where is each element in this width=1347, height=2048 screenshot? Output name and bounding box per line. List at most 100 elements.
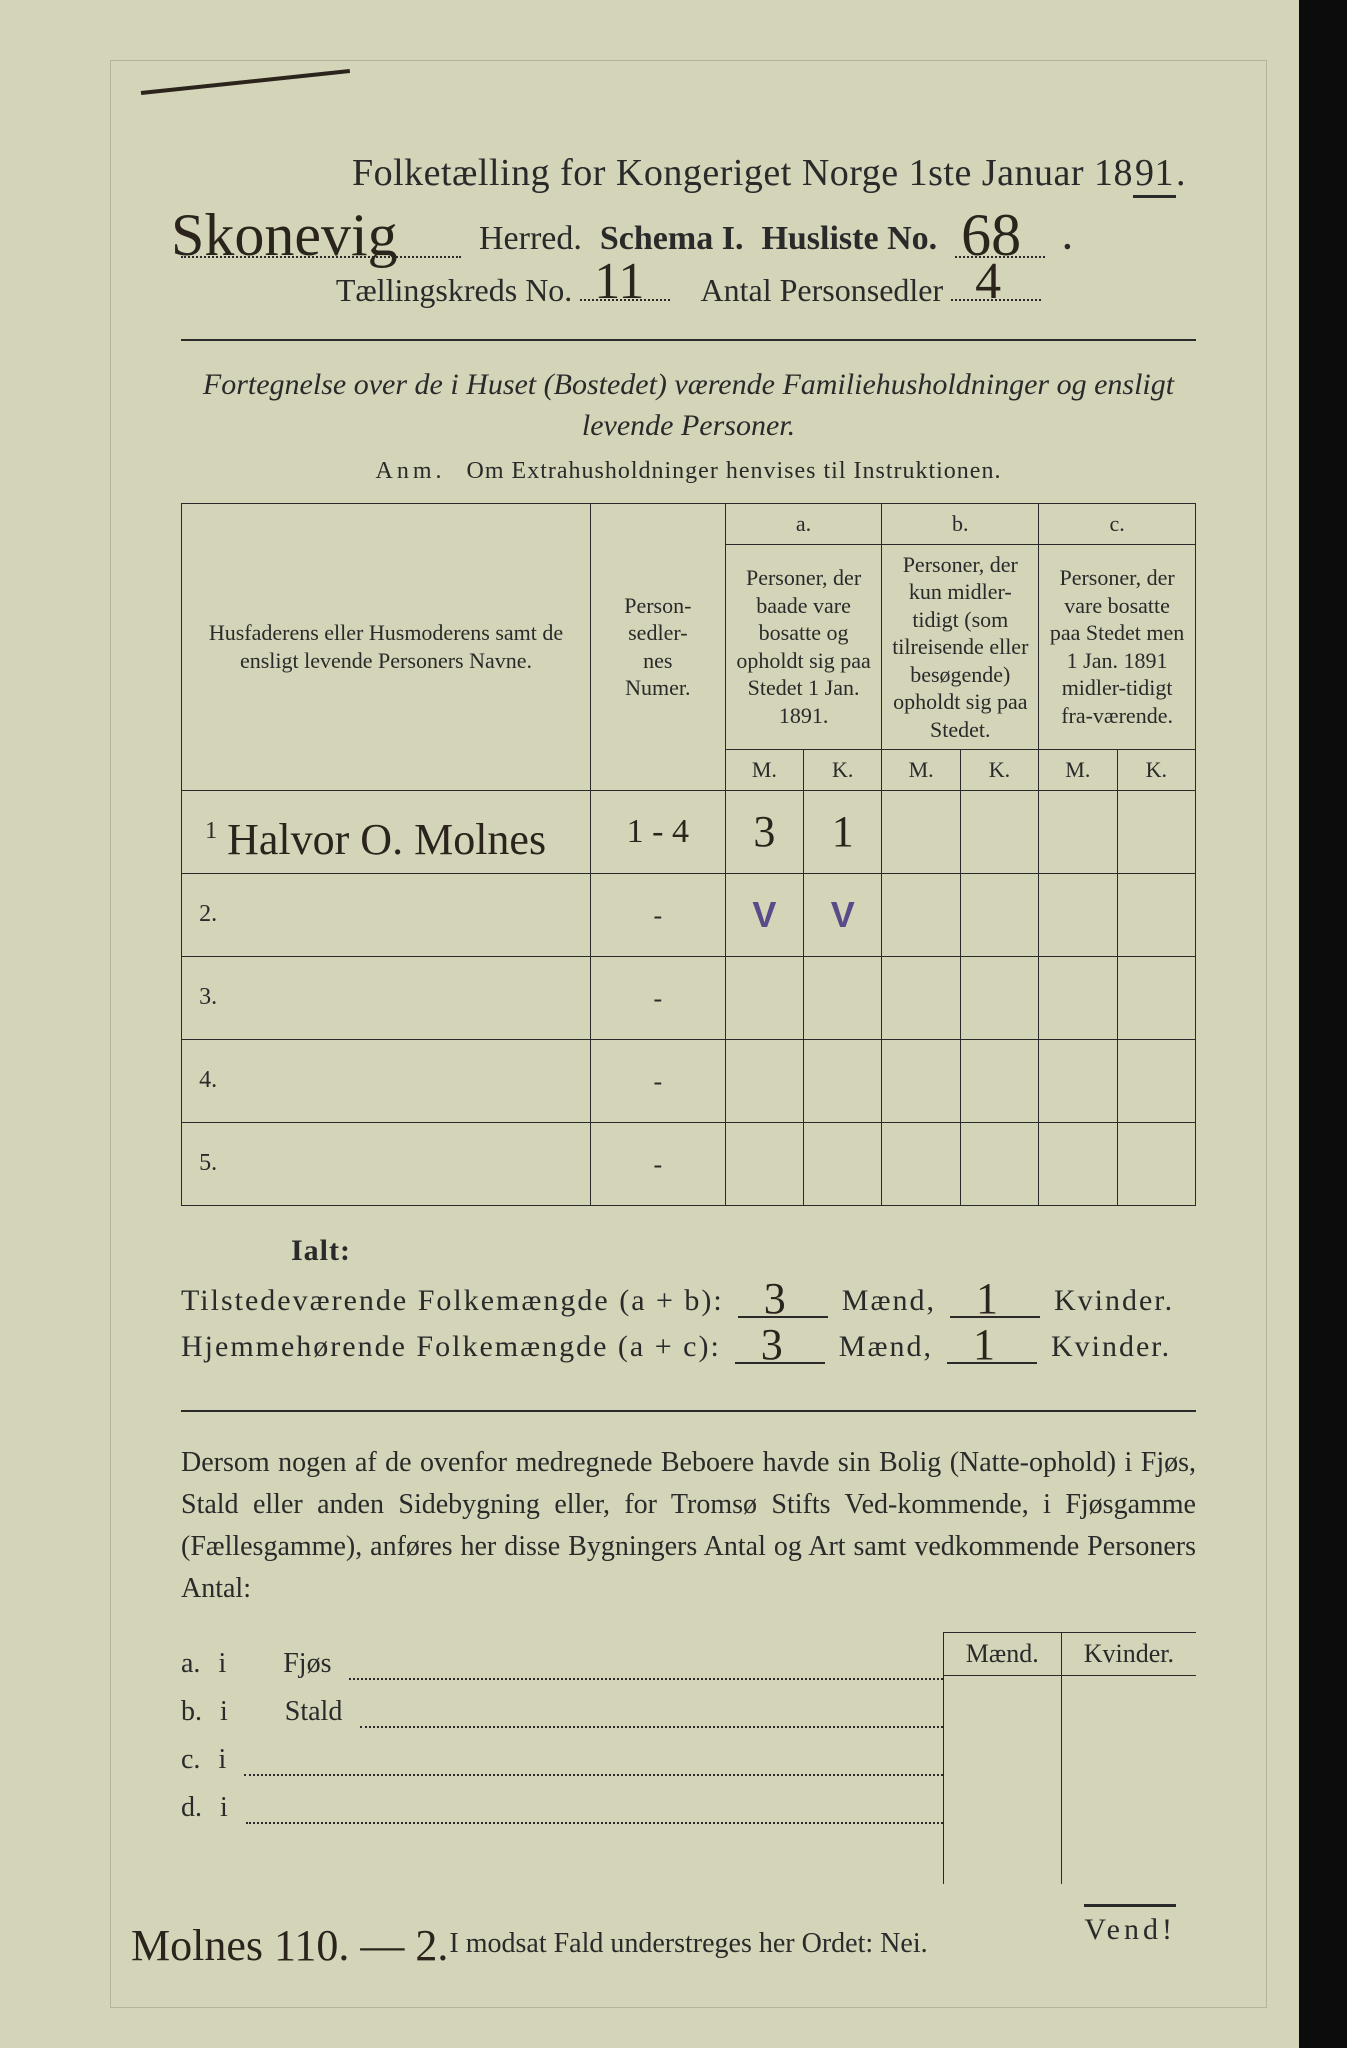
cell-a-m <box>725 1122 803 1205</box>
totals-row-ac: Hjemmehørende Folkemængde (a + c): 3 Mæn… <box>181 1328 1196 1364</box>
lr-label: Stald <box>285 1696 343 1728</box>
antal-slot: 4 <box>951 299 1041 301</box>
kreds-slot: 11 <box>580 299 670 301</box>
row-num: 5. <box>182 1122 224 1205</box>
th-b-m: M. <box>882 750 960 791</box>
table-head: Husfaderens eller Husmoderens samt de en… <box>182 504 1196 791</box>
lr-key: a. <box>181 1648 200 1680</box>
num-cell <box>591 1122 726 1205</box>
th-a-m: M. <box>725 750 803 791</box>
hw-row1-aM: 3 <box>753 807 775 856</box>
lr-i: i <box>220 1696 228 1728</box>
cell-b-k <box>960 873 1038 956</box>
herred-label: Herred. <box>479 220 582 258</box>
row-num: 2. <box>182 873 224 956</box>
lower-row: c. i <box>181 1744 943 1776</box>
cell-b-k <box>960 1122 1038 1205</box>
ialt-label: Ialt: <box>291 1234 1196 1268</box>
slot-ab-m: 3 <box>738 1282 828 1318</box>
mk-cell <box>1061 1728 1196 1780</box>
antal-label: Antal Personsedler <box>701 272 944 308</box>
lr-key: d. <box>181 1792 202 1824</box>
household-table: Husfaderens eller Husmoderens samt de en… <box>181 503 1196 1206</box>
num-cell <box>591 956 726 1039</box>
title-strike <box>141 69 350 95</box>
lr-dots <box>246 1800 943 1824</box>
anm-text: Om Extrahusholdninger henvises til Instr… <box>467 458 1002 484</box>
anm-prefix: Anm. <box>376 458 446 484</box>
cell-a-k <box>804 1122 882 1205</box>
num-cell: 1 - 4 <box>591 790 726 873</box>
cell-b-m <box>882 1122 960 1205</box>
husliste-dot: . <box>1063 220 1072 258</box>
mk-cell <box>943 1728 1061 1780</box>
mk-cell <box>1061 1832 1196 1884</box>
mk-table: Mænd. Kvinder. <box>943 1632 1196 1884</box>
cell-b-k <box>960 1039 1038 1122</box>
hw-ab-m: 3 <box>764 1273 788 1324</box>
cell-a-k <box>804 1039 882 1122</box>
hw-row1-name: Halvor O. Molnes <box>227 814 546 865</box>
hw-antal: 4 <box>975 252 1001 311</box>
totals-row-ab: Tilstedeværende Folkemængde (a + b): 3 M… <box>181 1282 1196 1318</box>
lr-dots <box>360 1704 942 1728</box>
cell-b-k <box>960 790 1038 873</box>
hw-row1-num: 1 - 4 <box>627 813 689 850</box>
cell-c-m <box>1039 1122 1117 1205</box>
lr-dots <box>244 1752 943 1776</box>
row-num: 1 <box>182 790 224 873</box>
cell-a-m <box>725 956 803 1039</box>
name-cell <box>223 1122 590 1205</box>
lower-row: d. i <box>181 1792 943 1824</box>
year-suffix: 91 <box>1133 151 1176 198</box>
cell-b-m <box>882 790 960 873</box>
lower-row: a. i Fjøs <box>181 1648 943 1680</box>
hw-row2-aK: V <box>831 894 855 935</box>
rule-1 <box>181 339 1196 341</box>
mk-cell <box>1061 1780 1196 1832</box>
husliste-slot: 68 <box>955 256 1045 258</box>
lr-key: c. <box>181 1744 200 1776</box>
hw-husliste-no: 68 <box>961 201 1021 270</box>
th-b-key: b. <box>882 504 1039 545</box>
row-ac-label: Hjemmehørende Folkemængde (a + c): <box>181 1330 721 1364</box>
hw-row2-aM: V <box>752 894 776 935</box>
slot-ac-k: 1 <box>947 1328 1037 1364</box>
cell-c-m <box>1039 790 1117 873</box>
th-c-key: c. <box>1039 504 1196 545</box>
cell-c-k <box>1117 1122 1195 1205</box>
form-inner: Folketælling for Kongeriget Norge 1ste J… <box>110 60 1267 2008</box>
cell-b-m <box>882 873 960 956</box>
table-row: 3. <box>182 956 1196 1039</box>
table-body: 1 Halvor O. Molnes 1 - 4 3 1 <box>182 790 1196 1205</box>
th-name: Husfaderens eller Husmoderens samt de en… <box>182 504 591 791</box>
name-cell <box>223 1039 590 1122</box>
cell-c-m <box>1039 873 1117 956</box>
th-name-text: Husfaderens eller Husmoderens samt de en… <box>209 620 563 673</box>
lr-i: i <box>218 1744 226 1776</box>
lr-key: b. <box>181 1696 202 1728</box>
th-a-k: K. <box>804 750 882 791</box>
cell-a-m: V <box>725 873 803 956</box>
subtitle-italic: Fortegnelse over de i Huset (Bostedet) v… <box>181 365 1196 446</box>
lower-left: a. i Fjøs b. i Stald c. i <box>181 1632 943 1884</box>
lower-section: a. i Fjøs b. i Stald c. i <box>181 1632 1196 1884</box>
th-number-text: Person- sedler- nes Numer. <box>624 593 691 701</box>
anm-line: Anm. Om Extrahusholdninger henvises til … <box>181 458 1196 485</box>
mk-cell <box>943 1675 1061 1728</box>
th-c: Personer, der vare bosatte paa Stedet me… <box>1039 544 1196 750</box>
kreds-label: Tællingskreds No. <box>336 272 572 308</box>
cell-c-m <box>1039 956 1117 1039</box>
cell-c-k <box>1117 790 1195 873</box>
film-edge <box>1299 0 1347 2048</box>
hw-row1-aK: 1 <box>832 807 854 856</box>
year-group: 1891. <box>1094 151 1186 198</box>
hw-ab-k: 1 <box>976 1273 1000 1324</box>
num-cell <box>591 1039 726 1122</box>
table-row: 4. <box>182 1039 1196 1122</box>
kvinder-label: Kvinder. <box>1054 1284 1174 1318</box>
mk-maend: Mænd. <box>943 1632 1061 1675</box>
year-prefix: 18 <box>1094 152 1133 194</box>
hw-kreds-no: 11 <box>594 252 644 311</box>
lr-i: i <box>218 1648 226 1680</box>
